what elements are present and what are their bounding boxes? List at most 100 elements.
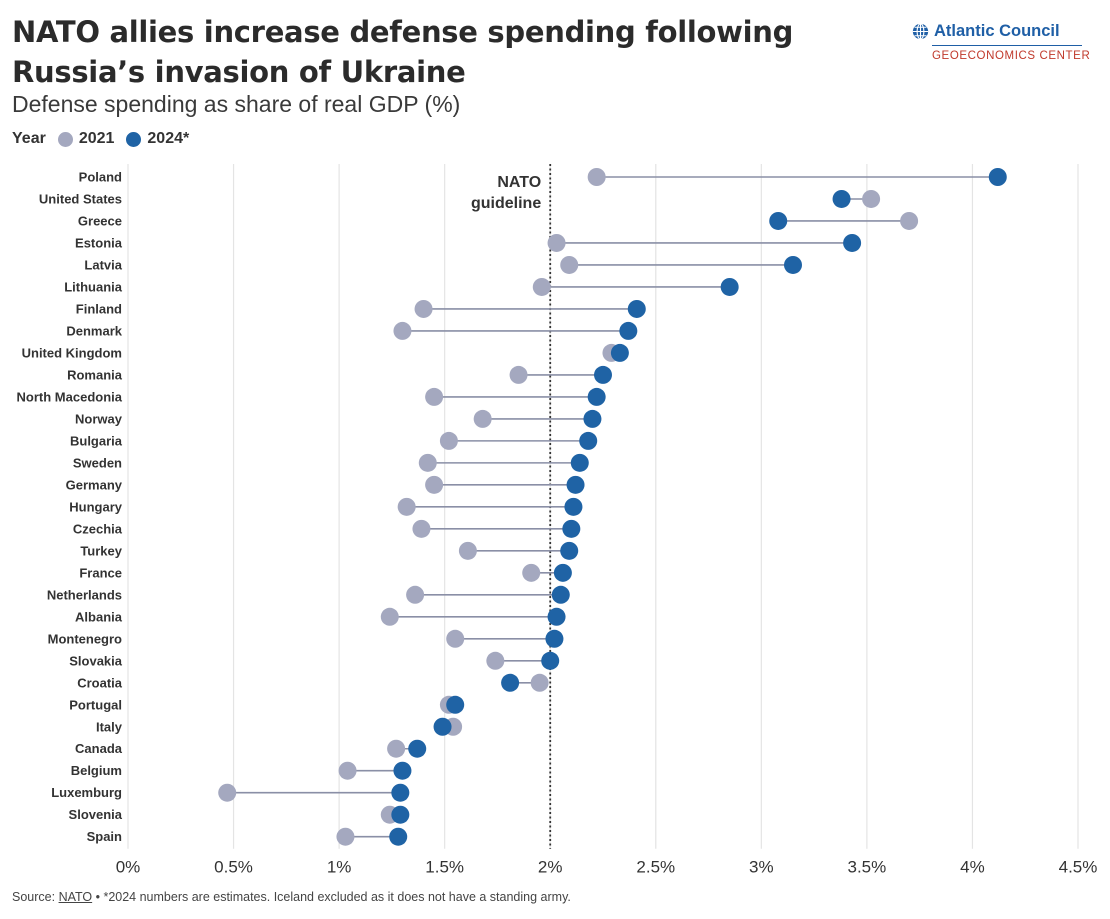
point-2024 [619, 321, 638, 340]
point-2024 [562, 519, 581, 538]
country-label: Spain [87, 829, 122, 844]
country-label: Poland [79, 170, 122, 185]
atlantic-council-logo[interactable]: Atlantic Council GEOECONOMICS CENTER [912, 22, 1092, 62]
point-2021 [418, 453, 437, 472]
country-label: Italy [96, 719, 123, 734]
point-2024 [560, 541, 579, 560]
point-2021 [380, 607, 399, 626]
legend-label: Year [12, 130, 46, 147]
point-2021 [862, 189, 881, 208]
point-2021 [425, 387, 444, 406]
country-label: Germany [66, 477, 123, 492]
logo-name: Atlantic Council [934, 22, 1060, 40]
point-2024 [988, 168, 1007, 186]
point-2024 [564, 497, 583, 516]
country-label: Turkey [80, 543, 122, 558]
point-2021 [560, 255, 579, 274]
country-label: Slovakia [69, 653, 123, 668]
point-2024 [566, 475, 585, 494]
legend: Year 2021 2024* [12, 129, 189, 149]
country-label: Hungary [69, 499, 123, 514]
x-tick-label: 4% [960, 858, 985, 877]
point-2024 [610, 343, 629, 362]
nato-guideline-label: NATO [497, 174, 541, 191]
logo-subtitle: GEOECONOMICS CENTER [932, 50, 1091, 62]
x-tick-label: 3% [749, 858, 774, 877]
point-2021 [509, 365, 528, 384]
country-label: Portugal [69, 697, 122, 712]
country-label: Finland [76, 301, 122, 316]
country-label: Croatia [77, 675, 123, 690]
country-label: Bulgaria [70, 433, 123, 448]
country-label: Norway [75, 411, 123, 426]
x-tick-label: 0.5% [214, 858, 253, 877]
point-2024 [446, 695, 465, 714]
point-2024 [579, 431, 598, 450]
chart-title: NATO allies increase defense spending fo… [12, 15, 794, 89]
x-tick-label: 3.5% [848, 858, 887, 877]
legend-item-2024: 2024* [147, 130, 190, 147]
country-label: Montenegro [48, 631, 122, 646]
point-2021 [218, 783, 237, 802]
source-prefix: Source: [12, 890, 59, 904]
point-2021 [532, 277, 551, 296]
x-tick-label: 4.5% [1059, 858, 1098, 877]
point-2024 [594, 365, 612, 384]
source-link[interactable]: NATO [58, 890, 93, 904]
nato-guideline-label: guideline [471, 195, 541, 212]
point-2021 [530, 673, 549, 692]
point-2024 [408, 739, 427, 758]
point-2021 [900, 211, 919, 230]
country-label: United States [39, 191, 122, 206]
x-tick-label: 2% [538, 858, 563, 877]
point-2021 [486, 651, 505, 670]
point-2024 [627, 299, 646, 318]
point-2021 [439, 431, 458, 450]
country-label: Lithuania [64, 279, 123, 294]
point-2021 [458, 541, 477, 560]
x-tick-label: 1% [327, 858, 352, 877]
point-2021 [338, 761, 357, 780]
point-2024 [433, 717, 452, 736]
country-label: Denmark [66, 323, 122, 338]
country-label: France [79, 565, 122, 580]
point-2021 [393, 321, 412, 340]
point-2024 [570, 453, 589, 472]
point-2024 [391, 783, 410, 802]
chart-subtitle: Defense spending as share of real GDP (%… [12, 91, 461, 117]
point-2024 [720, 277, 739, 296]
x-tick-label: 1.5% [425, 858, 464, 877]
country-label: Czechia [73, 521, 123, 536]
globe-icon [912, 23, 929, 40]
source-note: Source: NATO • *2024 numbers are estimat… [12, 890, 571, 904]
point-2024 [769, 211, 788, 230]
point-2021 [412, 519, 431, 538]
point-2024 [551, 585, 570, 604]
source-footnote: • *2024 numbers are estimates. Iceland e… [92, 890, 571, 904]
point-2024 [393, 761, 412, 780]
point-2021 [473, 409, 492, 428]
point-2024 [553, 563, 572, 582]
point-2021 [406, 585, 425, 604]
point-2021 [587, 168, 606, 186]
point-2021 [397, 497, 416, 516]
country-label: Canada [75, 741, 123, 756]
country-label: Slovenia [69, 807, 123, 822]
country-label: Romania [67, 367, 123, 382]
country-label: Estonia [75, 235, 123, 250]
logo-divider [932, 45, 1082, 46]
point-2024 [547, 607, 566, 626]
point-2021 [547, 233, 566, 252]
point-2021 [336, 827, 355, 846]
legend-item-2021: 2021 [78, 130, 115, 147]
x-tick-label: 2.5% [636, 858, 675, 877]
legend-swatch-2021 [57, 131, 73, 147]
country-label: Netherlands [47, 587, 122, 602]
country-label: Albania [75, 609, 123, 624]
point-2024 [501, 673, 520, 692]
country-label: Luxemburg [51, 785, 122, 800]
point-2021 [522, 563, 541, 582]
x-tick-label: 0% [116, 858, 141, 877]
point-2024 [832, 189, 851, 208]
country-label: United Kingdom [22, 345, 122, 360]
